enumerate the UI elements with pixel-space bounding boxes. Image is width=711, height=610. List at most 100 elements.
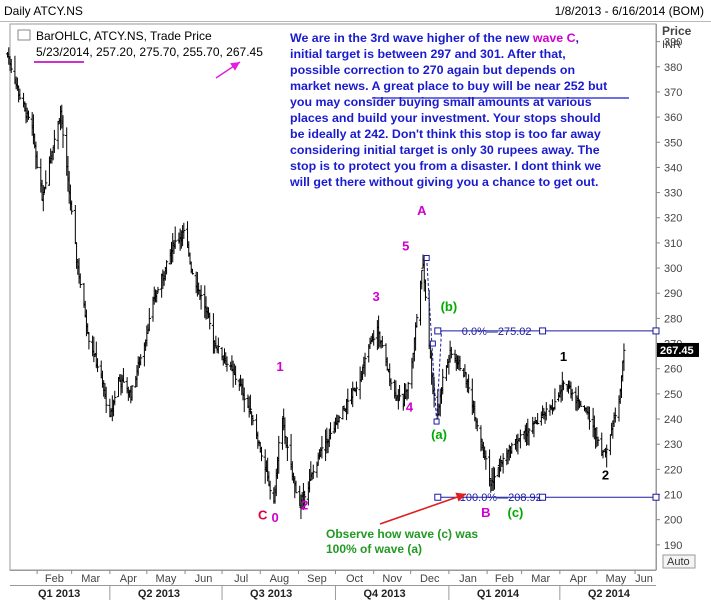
y-tick-label: 190: [664, 540, 682, 552]
last-price-label: 267.45: [660, 345, 694, 357]
wave-labels: A 5 3 4 1 2 C 0 (b) (a) B (c) 1 2: [258, 203, 609, 525]
info-pointer-arrow: [215, 61, 241, 79]
annotation-line: We are in the 3rd wave higher of the new…: [290, 31, 579, 45]
x-month-label: Feb: [495, 573, 514, 585]
y-axis-title: Price: [662, 24, 692, 38]
fib-handle[interactable]: [423, 255, 430, 261]
info-box-values: 5/23/2014, 257.20, 275.70, 255.70, 267.4…: [36, 45, 263, 59]
x-month-label: Jun: [635, 573, 653, 585]
wave-label: 5: [402, 238, 409, 253]
ohlc-bar: [113, 390, 117, 406]
annotation-segment: A great place to buy will be near 252: [372, 79, 585, 93]
x-quarter-label: Q2 2013: [138, 588, 180, 600]
ohlc-bar: [532, 421, 536, 438]
x-month-label: Jul: [234, 573, 248, 585]
y-tick-label: 390: [664, 37, 682, 49]
annotation-line: places and build your investment. Your s…: [290, 111, 601, 125]
fib-level-pct: 100.0%: [460, 492, 498, 504]
annotation-segment: We are in the 3rd wave higher of the new: [290, 31, 533, 45]
auto-scale-button[interactable]: [662, 554, 696, 569]
ohlc-bar: [95, 358, 100, 373]
auto-scale-label: Auto: [667, 556, 690, 568]
ohlc-bar: [605, 444, 609, 468]
annotation-line: you may consider buying small amounts at…: [290, 95, 592, 109]
ohlc-bar: [354, 381, 359, 396]
fib-level-sep: —: [487, 326, 498, 338]
fib-handle[interactable]: [652, 493, 660, 501]
fib-level-pct: 0.0%: [462, 326, 487, 338]
ohlc-bar: [458, 355, 462, 372]
fib-trend-line-1: [426, 257, 438, 422]
annotation-segment: wave C: [532, 31, 576, 45]
ohlc-bar: [104, 386, 108, 413]
wave-label: (c): [508, 505, 524, 520]
y-tick-label: 360: [664, 112, 682, 124]
fib-handle[interactable]: [434, 327, 442, 335]
ohlc-bar: [596, 436, 600, 446]
header-bar: [0, 0, 711, 22]
fib-handle[interactable]: [434, 493, 442, 501]
ohlc-bar: [462, 368, 466, 378]
annotation-line: stop is to protect you from a disaster. …: [290, 159, 601, 173]
x-month-label: Apr: [120, 573, 137, 585]
annotation-segment: places and build your investment. Your s…: [290, 111, 601, 125]
x-month-label: Sep: [307, 573, 327, 585]
ohlc-bar: [303, 490, 307, 509]
x-month-label: Aug: [270, 573, 290, 585]
y-tick-label: 350: [664, 137, 682, 149]
ohlc-bar: [484, 450, 488, 470]
info-box-icon: [17, 29, 31, 41]
y-tick-label: 310: [664, 238, 682, 250]
ohlc-bar: [397, 384, 402, 400]
ohlc-bar: [52, 129, 56, 154]
ohlc-bar: [389, 378, 393, 390]
wave-label: B: [481, 505, 490, 520]
fib-handle[interactable]: [539, 493, 547, 501]
x-month-label: Nov: [382, 573, 402, 585]
fib-handle[interactable]: [652, 327, 660, 335]
y-tick-label: 230: [664, 439, 682, 451]
ohlc-bar: [208, 312, 212, 330]
y-tick-label: 250: [664, 389, 682, 401]
annotation-text: We are in the 3rd wave higher of the new…: [289, 31, 607, 189]
ohlc-bar: [156, 286, 160, 294]
fib-handle[interactable]: [429, 340, 436, 347]
y-tick-label: 280: [664, 313, 682, 325]
ohlc-bar: [467, 374, 471, 394]
chart-title: Daily ATCY.NS: [4, 4, 83, 18]
x-month-label: Apr: [570, 573, 587, 585]
fib-level-value: 208.92: [508, 492, 542, 504]
x-month-label: Mar: [81, 573, 100, 585]
ohlc-bar: [87, 332, 91, 350]
ohlc-bar: [415, 313, 419, 328]
annotation-line: will get there without giving you a chan…: [289, 175, 598, 189]
ohlc-bar: [536, 413, 540, 425]
ohlc-bar: [369, 335, 373, 343]
ohlc-bar: [579, 400, 583, 407]
wave-label: 0: [271, 510, 278, 525]
ohlc-bar: [41, 185, 45, 212]
fib-level-value: 275.02: [498, 326, 532, 338]
y-tick-label: 290: [664, 288, 682, 300]
ohlc-bar: [74, 242, 79, 269]
ohlc-bar: [622, 343, 626, 371]
ohlc-bar: [311, 464, 315, 479]
info-box: BarOHLC, ATCY.NS, Trade Price 5/23/2014,…: [17, 29, 263, 79]
date-range: 1/8/2013 - 6/16/2014 (BOM): [555, 4, 704, 18]
y-tick-label: 200: [664, 515, 682, 527]
y-tick-label: 260: [664, 364, 682, 376]
annotation-segment: market news.: [290, 79, 372, 93]
y-tick-label: 330: [664, 188, 682, 200]
y-axis-panel: [657, 24, 699, 570]
ohlc-bar: [190, 268, 195, 275]
fib-handle[interactable]: [433, 418, 440, 425]
x-month-label: May: [156, 573, 177, 585]
ohlc-bar: [164, 260, 169, 275]
ohlc-bar: [406, 381, 410, 399]
fib-handle[interactable]: [539, 327, 547, 335]
ohlc-bar: [35, 151, 39, 169]
wave-label: (a): [431, 427, 447, 442]
annotation-segment: considering initial target is only 30 ru…: [290, 143, 600, 157]
